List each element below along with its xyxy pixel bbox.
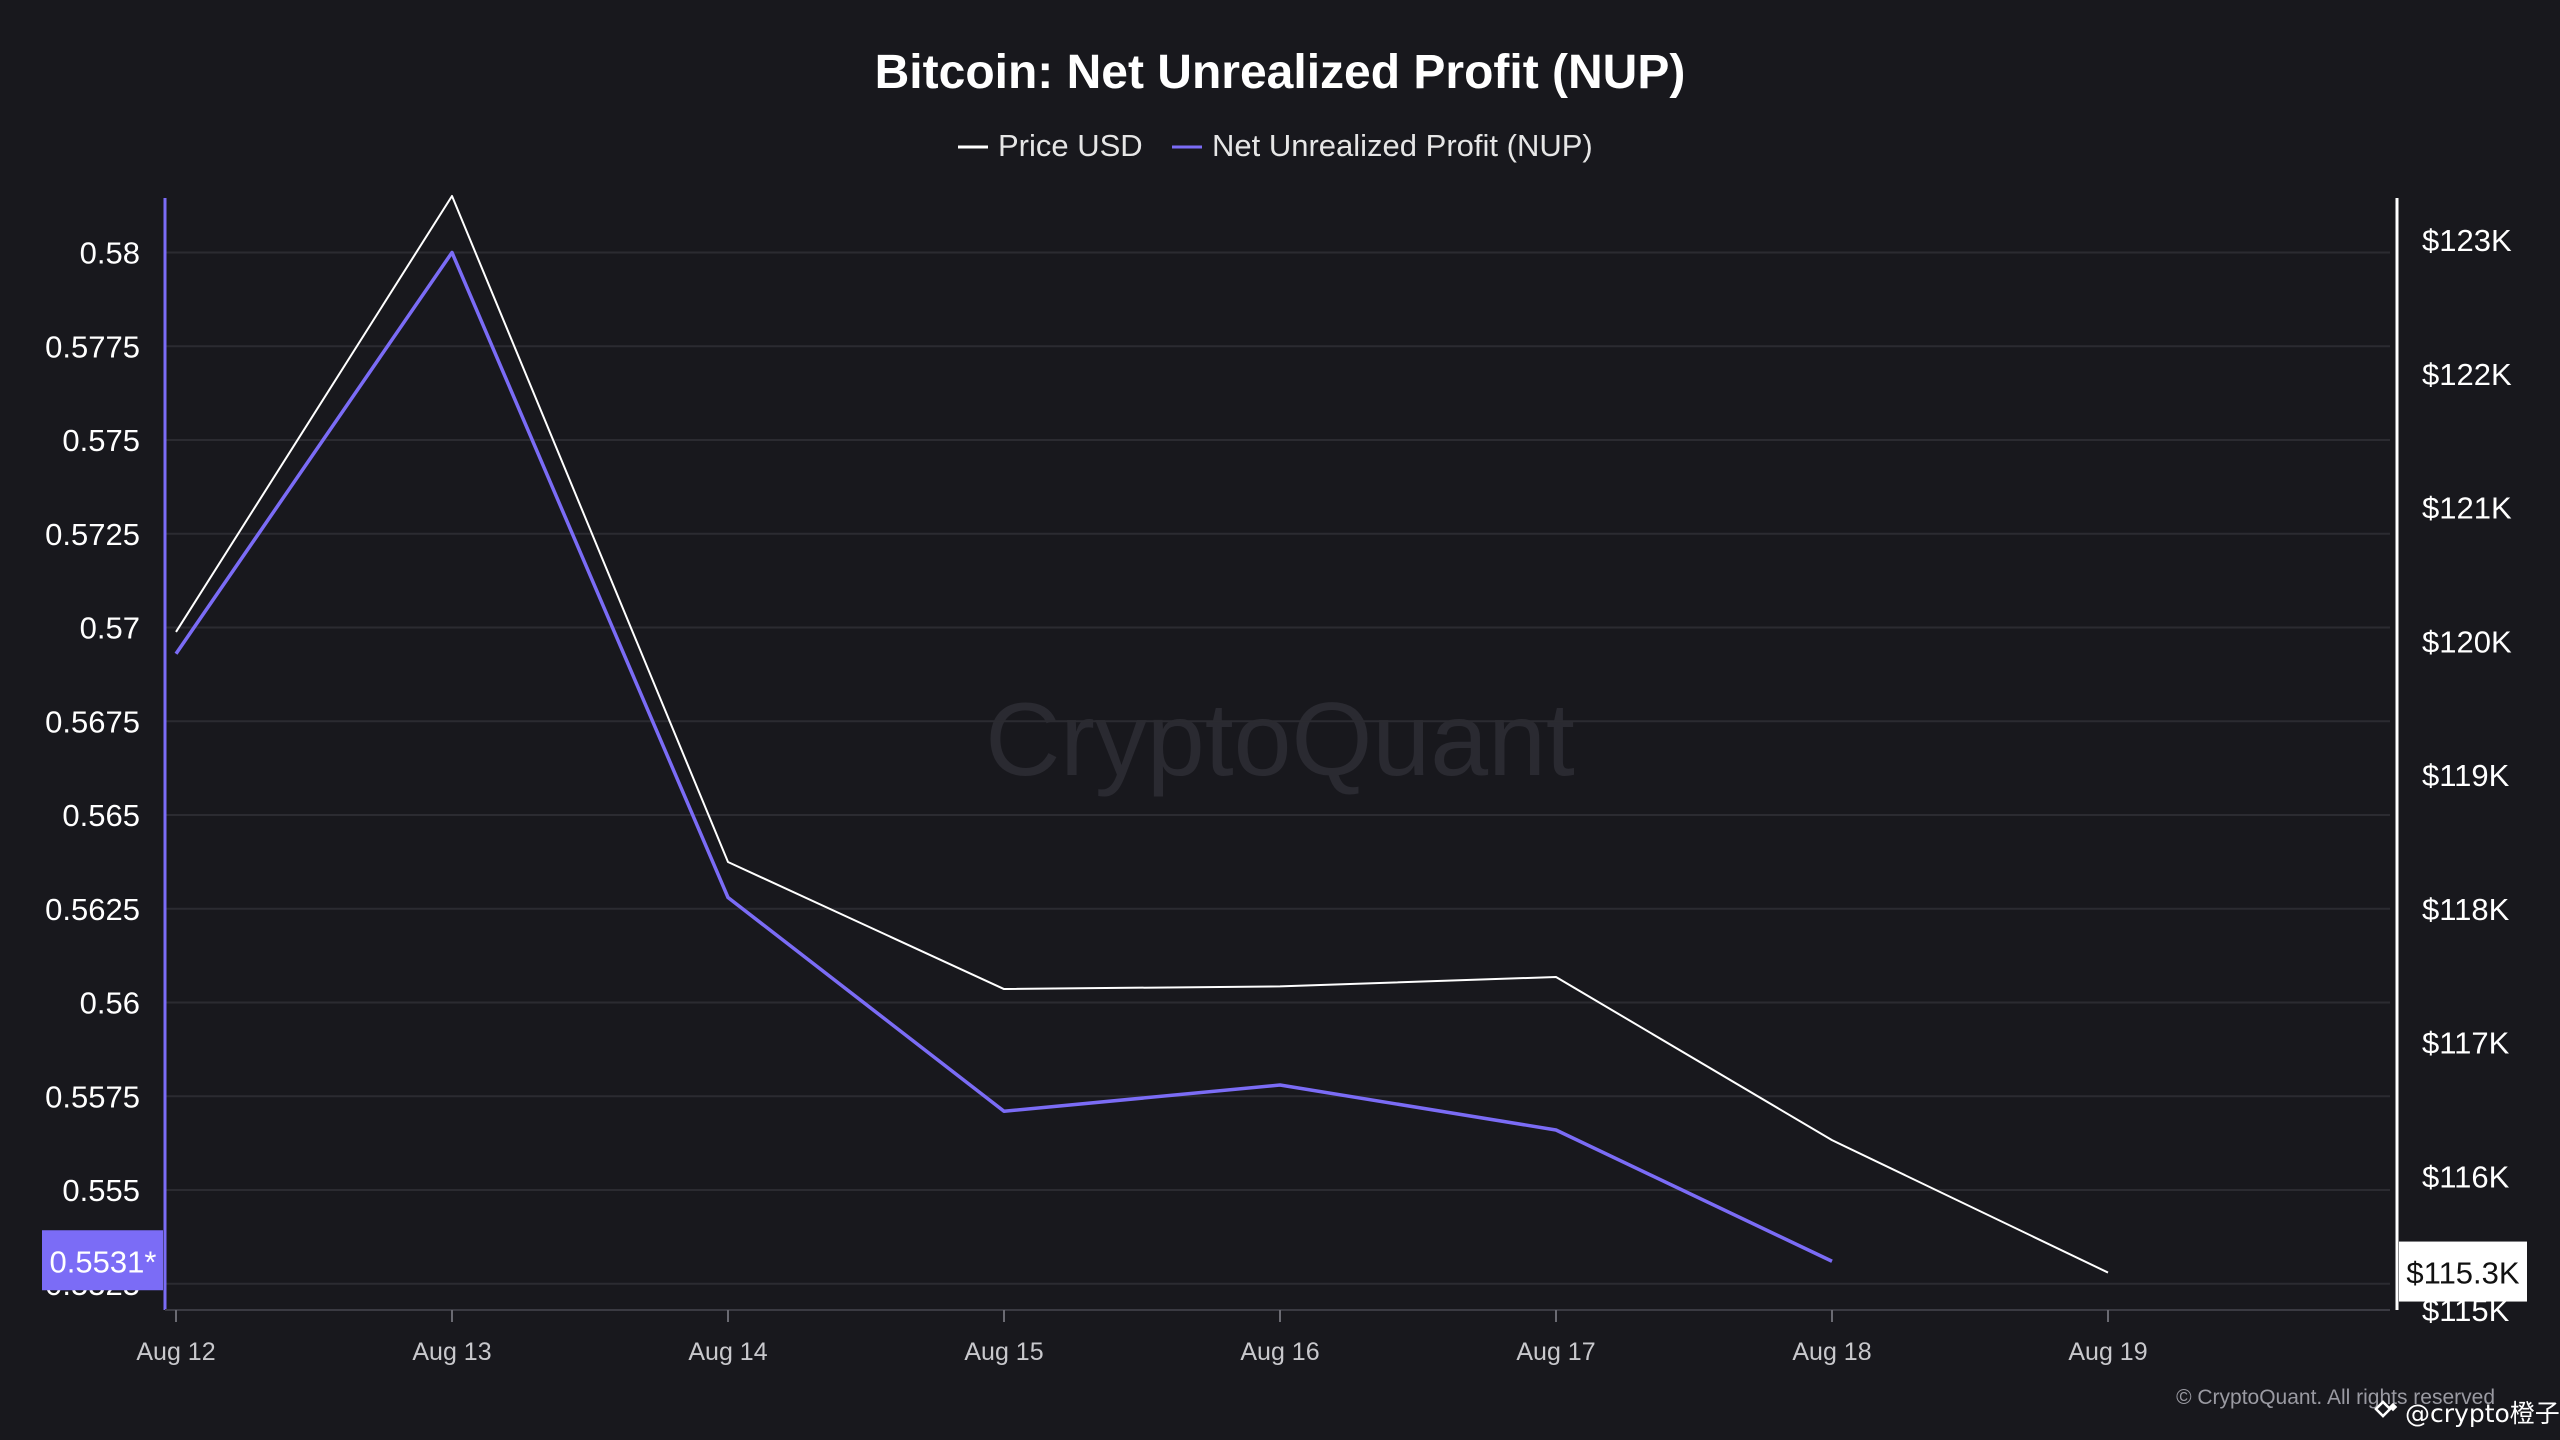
y-left-tick-label: 0.57 [80,611,140,646]
y-left-tick-label: 0.555 [62,1173,140,1208]
current-nup-badge [42,1230,163,1291]
y-right-tick-label: $120K [2422,624,2512,659]
y-right-tick-label: $119K [2422,758,2510,793]
user-tag-text: @crypto橙子 [2405,1399,2560,1428]
current-price-label: $115.3K [2406,1256,2520,1291]
x-tick-label: Aug 18 [1792,1338,1871,1366]
series-lines[interactable] [174,194,2109,1274]
legend[interactable]: Price USD Net Unrealized Profit (NUP) [958,128,1593,163]
chart-title: Bitcoin: Net Unrealized Profit (NUP) [875,46,1686,99]
series-line-nup[interactable] [174,250,1833,1263]
legend-label: Net Unrealized Profit (NUP) [1212,128,1593,163]
legend-label: Price USD [998,128,1143,163]
y-left-tick-label: 0.5775 [45,329,140,364]
y-right-tick-label: $123K [2422,223,2512,258]
x-tick-label: Aug 16 [1240,1338,1319,1366]
grid-lines [165,251,2390,1285]
current-nup-label: 0.5531* [50,1244,157,1279]
current-value-badges: 0.5531* $115.3K [42,1230,2527,1302]
y-axis-right-ticks: $123K $122K $121K $120K $119K $118K $117K $116K… [2422,223,2512,1328]
x-tick-label: Aug 17 [1516,1338,1595,1366]
series-line-price[interactable] [175,194,2109,1274]
y-left-tick-label: 0.575 [62,423,140,458]
y-right-tick-label: $118K [2422,892,2510,927]
x-tick-label: Aug 12 [136,1338,215,1366]
legend-item-price[interactable]: Price USD [958,128,1143,163]
y-left-tick-label: 0.5575 [45,1079,140,1114]
copyright-text: © CryptoQuant. All rights reserved [2176,1386,2495,1409]
x-tick-label: Aug 15 [964,1338,1043,1366]
y-left-tick-label: 0.565 [62,798,140,833]
binance-logo-icon [2374,1400,2398,1418]
x-tick-label: Aug 13 [412,1338,491,1366]
x-tick-label: Aug 14 [688,1338,767,1366]
y-right-tick-label: $116K [2422,1159,2510,1194]
y-right-tick-label: $117K [2422,1026,2510,1061]
y-left-tick-label: 0.5675 [45,704,140,739]
y-left-tick-label: 0.5725 [45,517,140,552]
y-right-tick-label: $122K [2422,357,2512,392]
y-right-tick-label: $121K [2422,491,2512,526]
y-left-tick-label: 0.56 [80,986,140,1021]
current-price-badge [2399,1241,2527,1302]
legend-item-nup[interactable]: Net Unrealized Profit (NUP) [1172,128,1593,163]
y-left-tick-label: 0.58 [80,236,140,271]
axes [163,198,2399,1311]
y-axis-left-ticks: 0.58 0.5775 0.575 0.5725 0.57 0.5675 0.565 0.56… [45,236,140,1302]
x-tick-label: Aug 19 [2068,1338,2147,1366]
user-tag: @crypto橙子 [2374,1399,2560,1428]
x-axis-ticks: Aug 12 Aug 13 Aug 14 Aug 15 Aug 16 Aug 17 Aug … [136,1310,2148,1366]
y-left-tick-label: 0.5625 [45,892,140,927]
watermark: CryptoQuant [985,682,1575,798]
